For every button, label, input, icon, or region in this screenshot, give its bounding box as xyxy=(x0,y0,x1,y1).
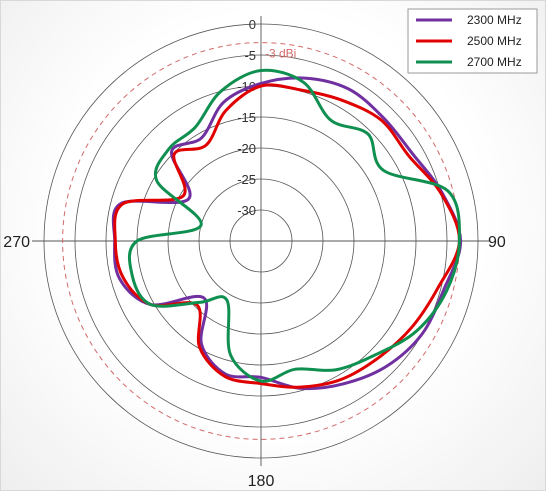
angle-labels: 90 180 270 xyxy=(3,234,506,490)
r-tick-label: -30 xyxy=(237,203,256,218)
series-line-1 xyxy=(111,76,463,391)
legend: 2300 MHz 2500 MHz 2700 MHz xyxy=(407,8,538,74)
angle-label-90: 90 xyxy=(488,234,506,251)
series-line-2 xyxy=(113,83,461,389)
series-lines xyxy=(111,68,463,391)
series-line-3 xyxy=(127,68,461,383)
legend-label-3: 2700 MHz xyxy=(467,55,522,69)
r-tick-label: 0 xyxy=(249,17,256,32)
r-tick-label: -5 xyxy=(244,48,256,63)
angle-label-270: 270 xyxy=(3,234,30,251)
angle-label-180: 180 xyxy=(248,473,275,490)
reference-circle-label: -3 dBi xyxy=(265,47,296,61)
polar-grid xyxy=(32,16,490,466)
r-tick-label: -20 xyxy=(237,141,256,156)
legend-label-1: 2300 MHz xyxy=(467,13,522,27)
r-tick-label: -25 xyxy=(237,172,256,187)
radial-tick-labels: 0-5-10-15-20-25-30 xyxy=(237,17,256,218)
r-tick-label: -15 xyxy=(237,110,256,125)
legend-label-2: 2500 MHz xyxy=(467,34,522,48)
